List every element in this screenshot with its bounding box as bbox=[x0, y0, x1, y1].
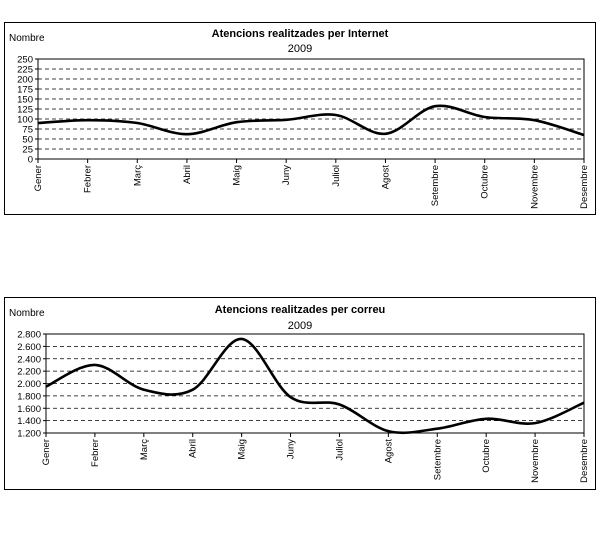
y-tick-label: 2.000 bbox=[17, 379, 41, 390]
y-tick-label: 1.400 bbox=[17, 416, 41, 427]
x-tick-label: Gener bbox=[41, 439, 52, 465]
x-tick-label: Agost bbox=[383, 439, 394, 464]
x-tick-label: Setembre bbox=[430, 165, 441, 206]
x-tick-label: Febrer bbox=[90, 439, 101, 467]
y-tick-label: 250 bbox=[17, 55, 33, 66]
chart-subtitle: 2009 bbox=[287, 320, 313, 332]
y-tick-label: 0 bbox=[28, 155, 33, 166]
x-tick-label: Juliol bbox=[331, 165, 342, 187]
x-tick-label: Juliol bbox=[334, 439, 345, 461]
y-tick-label: 2.400 bbox=[17, 354, 41, 365]
y-tick-label: 25 bbox=[22, 145, 33, 156]
x-tick-label: Febrer bbox=[83, 165, 94, 193]
x-tick-label: Agost bbox=[380, 165, 391, 190]
x-tick-label: Setembre bbox=[432, 439, 443, 480]
x-tick-label: Octubre bbox=[481, 439, 492, 473]
y-tick-label: 175 bbox=[17, 85, 33, 96]
y-axis-label: Nombre bbox=[9, 308, 45, 319]
x-tick-label: Abril bbox=[188, 439, 199, 458]
y-tick-label: 125 bbox=[17, 105, 33, 116]
y-tick-label: 2.600 bbox=[17, 342, 41, 353]
y-tick-label: 2.800 bbox=[17, 330, 41, 341]
y-tick-label: 75 bbox=[22, 125, 33, 136]
x-tick-label: Maig bbox=[237, 439, 248, 460]
y-tick-label: 150 bbox=[17, 95, 33, 106]
chart-subtitle: 2009 bbox=[287, 43, 313, 55]
x-tick-label: Gener bbox=[33, 165, 44, 191]
correu-chart-panel: Atencions realitzades per correu 2009 No… bbox=[4, 297, 596, 490]
y-tick-label: 50 bbox=[22, 135, 33, 146]
x-tick-label: Novembre bbox=[529, 165, 540, 209]
chart-title: Atencions realitzades per Internet bbox=[211, 28, 389, 40]
x-tick-label: Novembre bbox=[530, 439, 541, 483]
x-tick-label: Març bbox=[132, 165, 143, 186]
y-tick-label: 225 bbox=[17, 65, 33, 76]
internet-chart-panel: Atencions realitzades per Internet 2009 … bbox=[4, 22, 596, 215]
series-line bbox=[37, 104, 585, 137]
x-tick-label: Desembre bbox=[579, 439, 590, 483]
x-tick-label: Octubre bbox=[480, 165, 491, 199]
y-tick-label: 1.600 bbox=[17, 404, 41, 415]
y-tick-label: 2.200 bbox=[17, 367, 41, 378]
y-tick-label: 200 bbox=[17, 75, 33, 86]
x-tick-label: Abril bbox=[182, 165, 193, 184]
x-tick-label: Desembre bbox=[579, 165, 590, 209]
y-tick-label: 1.200 bbox=[17, 429, 41, 440]
series-line bbox=[45, 337, 585, 435]
x-tick-label: Juny bbox=[281, 165, 292, 185]
chart-title: Atencions realitzades per correu bbox=[214, 304, 386, 316]
y-axis-label: Nombre bbox=[9, 33, 45, 44]
x-tick-label: Juny bbox=[286, 439, 297, 459]
y-tick-label: 1.800 bbox=[17, 391, 41, 402]
x-tick-label: Maig bbox=[232, 165, 243, 186]
y-tick-label: 100 bbox=[17, 115, 33, 126]
x-tick-label: Març bbox=[139, 439, 150, 460]
